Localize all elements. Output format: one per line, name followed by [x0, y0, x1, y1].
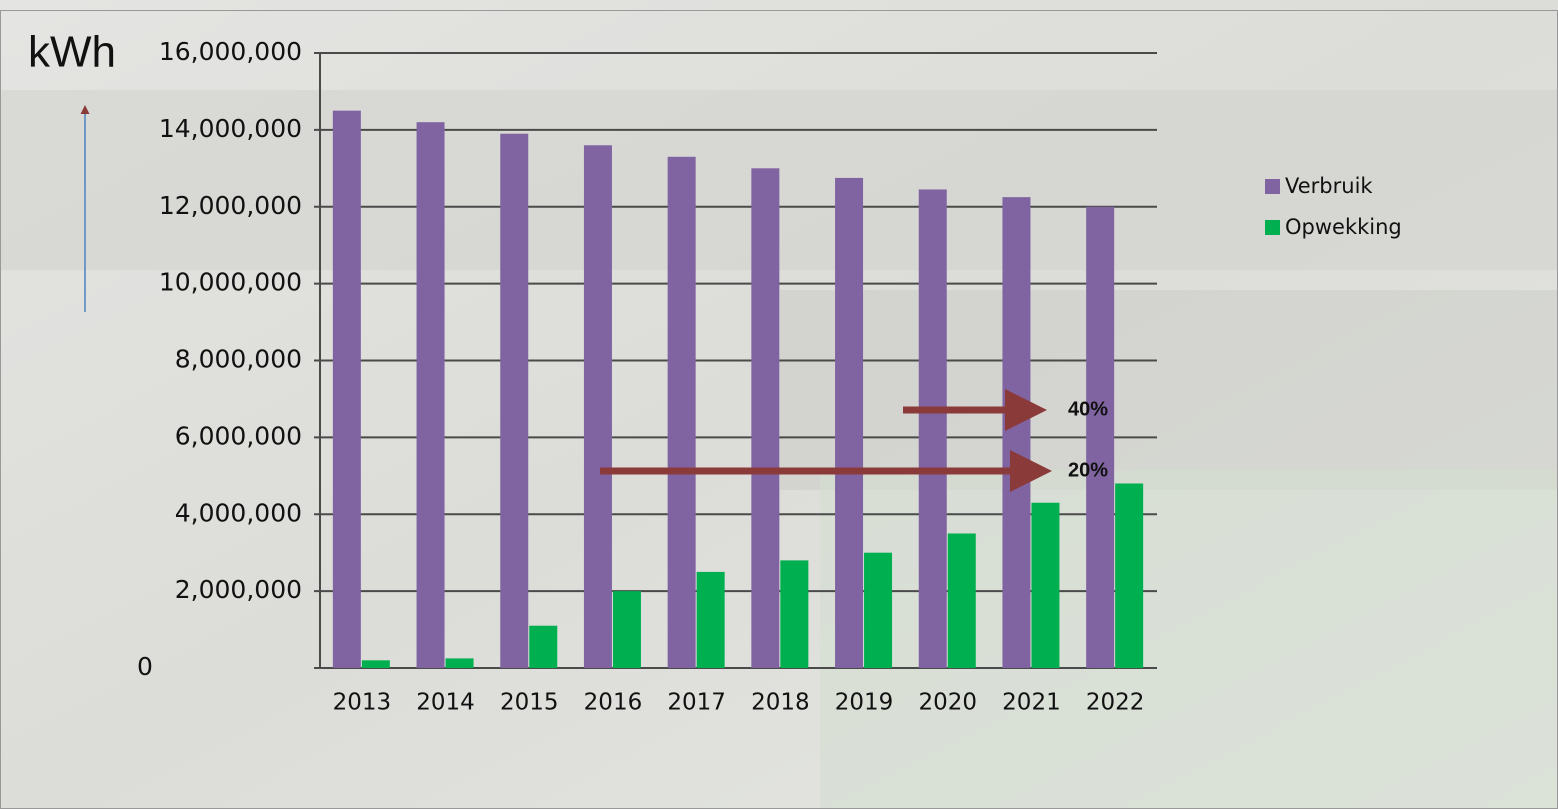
- y-tick-label: 16,000,000: [159, 37, 302, 66]
- background-photo: [780, 290, 1558, 490]
- annotation: 20%: [1068, 459, 1108, 481]
- y-tick-label: 14,000,000: [159, 114, 302, 143]
- y-tick-label: 2,000,000: [175, 575, 302, 604]
- y-tick-label: 6,000,000: [175, 421, 302, 450]
- bar: [835, 177, 864, 668]
- legend-label: Opwekking: [1285, 215, 1402, 239]
- bar: [1002, 197, 1031, 668]
- x-tick-label: 2016: [584, 690, 643, 716]
- bar: [1115, 483, 1144, 668]
- x-tick-label: 2022: [1086, 690, 1145, 716]
- bar: [751, 168, 780, 668]
- bar: [500, 133, 529, 668]
- x-tick-label: 2018: [751, 690, 810, 716]
- x-tick-label: 2020: [918, 690, 977, 716]
- x-tick-label: 2019: [835, 690, 894, 716]
- legend-swatch: [1265, 179, 1280, 194]
- bar: [667, 156, 696, 668]
- bar: [612, 591, 641, 668]
- bar: [1086, 206, 1115, 668]
- y-tick-label: 10,000,000: [159, 268, 302, 297]
- y-tick-label: 12,000,000: [159, 191, 302, 220]
- bar: [416, 122, 445, 668]
- x-tick-label: 2021: [1002, 690, 1061, 716]
- y-axis-label: kWh: [28, 28, 116, 77]
- legend-label: Verbruik: [1285, 174, 1373, 198]
- bar: [529, 625, 558, 668]
- x-tick-label: 2017: [667, 690, 726, 716]
- bar: [1031, 502, 1060, 668]
- annotation: 40%: [1068, 398, 1108, 420]
- bar: [864, 552, 893, 668]
- y-tick-label: 8,000,000: [175, 345, 302, 374]
- bar: [445, 658, 474, 668]
- x-tick-label: 2015: [500, 690, 559, 716]
- bar: [918, 189, 947, 668]
- bar: [583, 145, 612, 668]
- x-tick-label: 2014: [416, 690, 475, 716]
- bar: [332, 110, 361, 668]
- bar: [947, 533, 976, 668]
- x-tick-label: 2013: [333, 690, 392, 716]
- bar: [780, 560, 809, 668]
- legend-swatch: [1265, 220, 1280, 235]
- y-tick-label: 0: [137, 652, 153, 681]
- bar: [696, 571, 725, 668]
- y-tick-label: 4,000,000: [175, 498, 302, 527]
- bar: [361, 660, 390, 668]
